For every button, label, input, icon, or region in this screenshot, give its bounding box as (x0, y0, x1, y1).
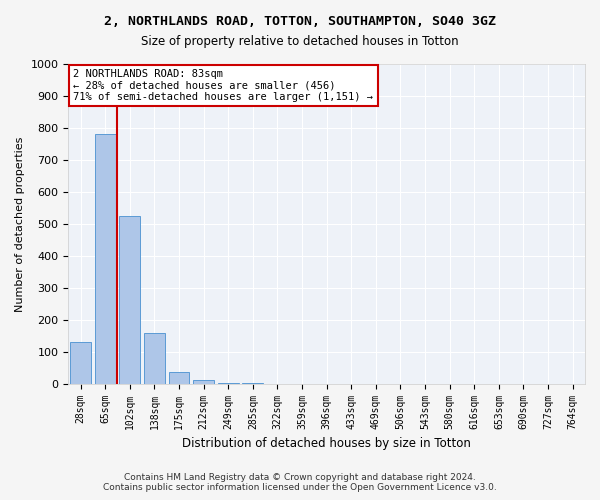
Bar (144, 332, 165, 384)
Bar (119, 216, 140, 384)
Y-axis label: Number of detached properties: Number of detached properties (15, 136, 25, 312)
Text: Contains HM Land Registry data © Crown copyright and database right 2024.
Contai: Contains HM Land Registry data © Crown c… (103, 473, 497, 492)
Text: Size of property relative to detached houses in Totton: Size of property relative to detached ho… (141, 35, 459, 48)
Bar (218, 382, 239, 384)
Text: 2 NORTHLANDS ROAD: 83sqm
← 28% of detached houses are smaller (456)
71% of semi-: 2 NORTHLANDS ROAD: 83sqm ← 28% of detach… (73, 69, 373, 102)
Bar (193, 380, 214, 384)
Bar (169, 372, 190, 384)
Bar (95, 134, 116, 384)
Text: 2, NORTHLANDS ROAD, TOTTON, SOUTHAMPTON, SO40 3GZ: 2, NORTHLANDS ROAD, TOTTON, SOUTHAMPTON,… (104, 15, 496, 28)
X-axis label: Distribution of detached houses by size in Totton: Distribution of detached houses by size … (182, 437, 471, 450)
Bar (70, 342, 91, 384)
